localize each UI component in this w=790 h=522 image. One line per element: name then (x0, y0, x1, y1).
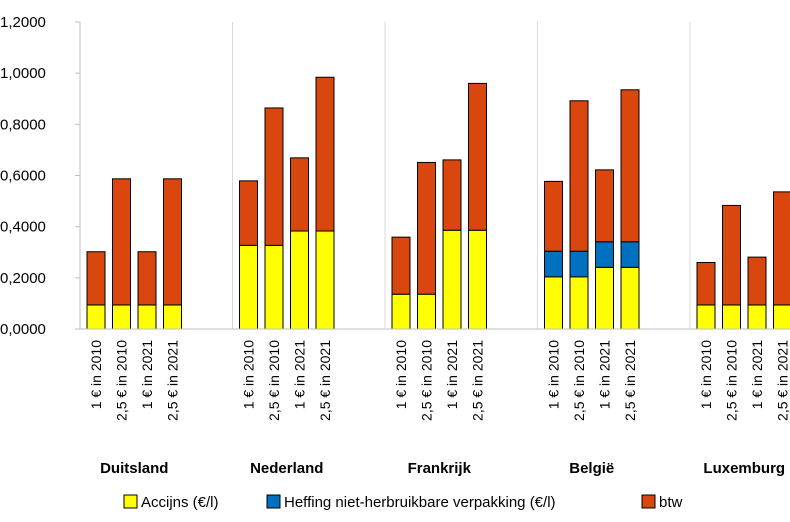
bar-segment (163, 178, 182, 306)
category-label: 1 € in 2021 (292, 340, 308, 409)
y-tick-label: 0,6000 (0, 168, 46, 185)
group-label: Duitsland (100, 460, 168, 477)
legend-label: Accijns (€/l) (141, 494, 219, 511)
bar-segment (239, 180, 258, 246)
category-label: 2,5 € in 2010 (724, 340, 740, 421)
bar-segment (620, 89, 640, 243)
category-label: 2,5 € in 2010 (571, 340, 587, 421)
bar-segment (112, 304, 131, 330)
category-label: 2,5 € in 2010 (114, 340, 130, 421)
category-label: 1 € in 2021 (444, 340, 460, 409)
legend-label: btw (659, 494, 683, 511)
category-label: 2,5 € in 2010 (419, 340, 435, 421)
category-label: 2,5 € in 2021 (317, 340, 333, 421)
y-tick-label: 0,0000 (0, 321, 46, 338)
bar-segment (696, 304, 716, 330)
legend-swatch (123, 494, 138, 509)
category-label: 2,5 € in 2021 (470, 340, 486, 421)
category-label: 2,5 € in 2021 (165, 340, 181, 421)
group-label: Nederland (250, 460, 323, 477)
legend-swatch (266, 494, 281, 509)
bar-segment (544, 276, 563, 330)
bar-segment (315, 76, 335, 232)
category-label: 1 € in 2010 (393, 340, 409, 409)
bar-segment (290, 157, 309, 232)
bar-segment (137, 251, 157, 306)
bar-segment (163, 304, 182, 330)
bar-segment (722, 204, 741, 306)
bar-segment (86, 251, 106, 306)
y-tick-label: 0,4000 (0, 219, 46, 236)
category-label: 1 € in 2021 (749, 340, 765, 409)
bar-segment (773, 304, 790, 330)
category-label: 1 € in 2010 (88, 340, 104, 409)
bar-segment (569, 100, 589, 252)
bar-segment (722, 304, 741, 330)
bar-segment (595, 266, 614, 330)
bar-segment (442, 159, 462, 231)
category-label: 2,5 € in 2021 (775, 340, 790, 421)
bar-segment (696, 261, 716, 306)
bar-segment (569, 250, 589, 278)
category-label: 1 € in 2010 (546, 340, 562, 409)
category-label: 2,5 € in 2010 (266, 340, 282, 421)
bar-segment (747, 256, 767, 306)
bar-segment (595, 169, 614, 243)
bar-segment (417, 161, 436, 295)
bar-segment (442, 229, 462, 330)
bar-segment (137, 304, 157, 330)
category-label: 2,5 € in 2021 (622, 340, 638, 421)
category-label: 1 € in 2021 (597, 340, 613, 409)
bar-segment (264, 244, 284, 330)
bar-segment (747, 304, 767, 330)
y-tick-label: 0,2000 (0, 270, 46, 287)
category-label: 1 € in 2010 (698, 340, 714, 409)
y-tick-label: 1,2000 (0, 14, 46, 31)
bar-segment (468, 229, 487, 330)
legend-label: Heffing niet-herbruikbare verpakking (€/… (284, 494, 556, 511)
group-label: Frankrijk (408, 460, 472, 477)
bar-segment (569, 276, 589, 330)
bar-segment (315, 230, 335, 330)
bar-segment (290, 230, 309, 330)
y-tick-label: 0,8000 (0, 116, 46, 133)
bar-segment (468, 82, 487, 231)
y-tick-label: 1,0000 (0, 65, 46, 82)
bar-segment (595, 241, 614, 268)
bar-segment (620, 266, 640, 330)
category-label: 1 € in 2021 (139, 340, 155, 409)
bar-segment (773, 191, 790, 306)
bar-segment (264, 107, 284, 246)
bar-segment (544, 180, 563, 252)
group-label: Luxemburg (703, 460, 785, 477)
category-label: 1 € in 2010 (241, 340, 257, 409)
bar-segment (239, 244, 258, 330)
bar-segment (112, 178, 131, 306)
legend-swatch (641, 494, 656, 509)
bar-segment (417, 293, 436, 330)
bar-segment (620, 241, 640, 268)
bar-segment (391, 293, 411, 330)
bar-segment (391, 236, 411, 295)
bar-segment (544, 250, 563, 278)
group-label: België (569, 460, 614, 477)
bar-segment (86, 304, 106, 330)
